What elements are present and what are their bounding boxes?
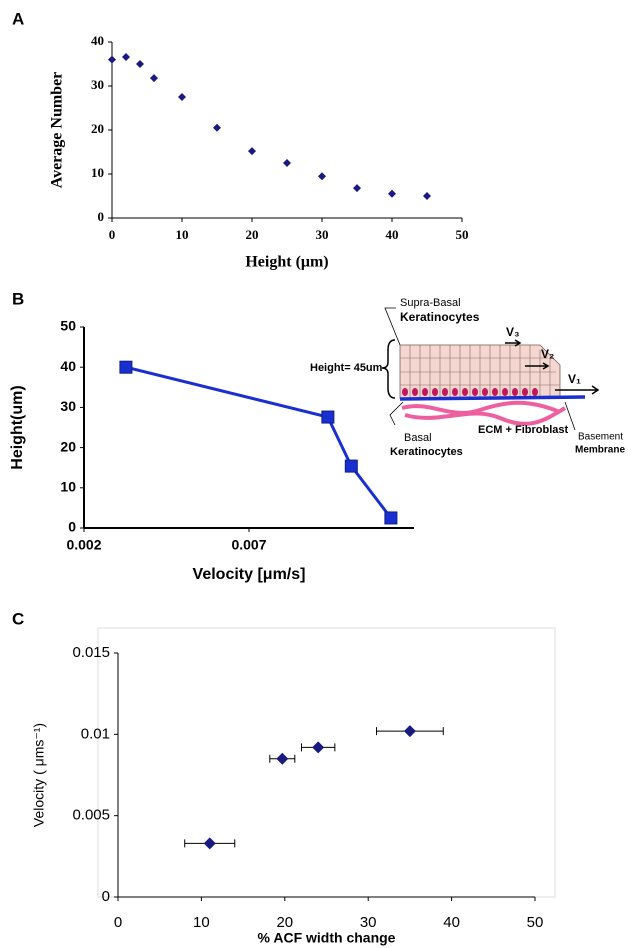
x-tick-label: 40: [386, 227, 399, 242]
y-tick-label: 30: [60, 398, 76, 414]
y-tick-label: 0: [98, 209, 105, 224]
x-tick-label: 50: [456, 227, 469, 242]
data-point: [388, 189, 396, 198]
velocity-arrows: [505, 339, 600, 395]
y-axis-title: Average Number: [49, 72, 66, 189]
y-tick-label: 0.01: [81, 725, 110, 742]
data-point: [122, 52, 130, 61]
data-point: [321, 410, 335, 424]
data-point: [312, 741, 325, 754]
diagram-label: V₃: [506, 325, 520, 339]
x-axis-title: Velocity [μm/s]: [193, 566, 306, 583]
diagram-label: Height= 45um: [310, 362, 383, 374]
y-tick-label: 0: [68, 519, 76, 535]
y-tick-label: 10: [91, 165, 104, 180]
y-tick-label: 20: [60, 438, 76, 454]
y-tick-label: 0.015: [72, 644, 110, 661]
y-axis-title: Velocity ( μms⁻¹): [31, 723, 47, 827]
skin-diagram: [381, 307, 600, 431]
x-tick-label: 0: [109, 227, 116, 242]
data-point: [353, 184, 361, 193]
data-point: [423, 192, 431, 200]
x-axis-title: % ACF width change: [258, 930, 396, 946]
diagram-label: V₂: [541, 347, 554, 361]
diagram-label: Basal: [404, 432, 432, 444]
data-point: [108, 55, 116, 64]
ecm-fibers: [401, 400, 567, 426]
height-brace: [381, 339, 396, 399]
x-tick-label: 50: [527, 914, 544, 931]
x-tick-label: 10: [193, 914, 210, 931]
diagram-label: Supra-Basal: [400, 297, 461, 309]
data-point: [136, 60, 144, 68]
diagram-label: Basement: [578, 432, 623, 443]
y-tick-label: 0.005: [72, 807, 110, 824]
data-point: [248, 147, 256, 156]
data-point: [403, 725, 416, 738]
y-tick-label: 20: [91, 121, 104, 136]
data-point: [344, 459, 358, 473]
diagram-label: Membrane: [575, 445, 625, 456]
x-tick-label: 30: [360, 914, 377, 931]
data-point: [384, 511, 398, 525]
y-tick-label: 40: [91, 33, 104, 48]
data-point: [203, 837, 216, 850]
leader-lines: [384, 307, 576, 431]
x-tick-label: 40: [443, 914, 460, 931]
nuclei: [402, 388, 538, 396]
data-point: [213, 123, 221, 132]
panel-label: A: [12, 9, 24, 28]
y-tick-label: 0: [102, 888, 110, 905]
data-point: [178, 93, 186, 101]
data-point: [119, 360, 133, 374]
data-point: [283, 159, 291, 167]
plot-frame: [97, 627, 556, 898]
cells: [400, 345, 560, 398]
y-axis-title: Height(um): [9, 385, 26, 469]
x-axis-title: Height (μm): [245, 254, 328, 271]
diagram-label: Keratinocytes: [400, 310, 480, 324]
diagram-label: ECM + Fibroblast: [478, 424, 568, 436]
panel-label: C: [12, 609, 24, 628]
x-tick-label: 0.002: [66, 537, 101, 553]
diagram-label: Keratinocytes: [390, 446, 463, 458]
y-tick-label: 50: [60, 318, 76, 334]
panel-label: B: [12, 289, 24, 308]
x-tick-label: 0: [114, 914, 122, 931]
x-tick-label: 30: [316, 227, 329, 242]
diagram-label: V₁: [568, 372, 581, 386]
y-tick-label: 40: [60, 358, 76, 374]
x-tick-label: 0.007: [231, 537, 266, 553]
x-tick-label: 20: [276, 914, 293, 931]
data-point: [276, 752, 289, 765]
x-tick-label: 20: [246, 227, 259, 242]
data-line: [125, 365, 393, 519]
data-point: [150, 74, 158, 83]
y-tick-label: 10: [60, 479, 76, 495]
x-tick-label: 10: [176, 227, 189, 242]
basement-membrane: [399, 395, 586, 401]
y-tick-label: 30: [91, 77, 104, 92]
data-point: [318, 172, 326, 181]
